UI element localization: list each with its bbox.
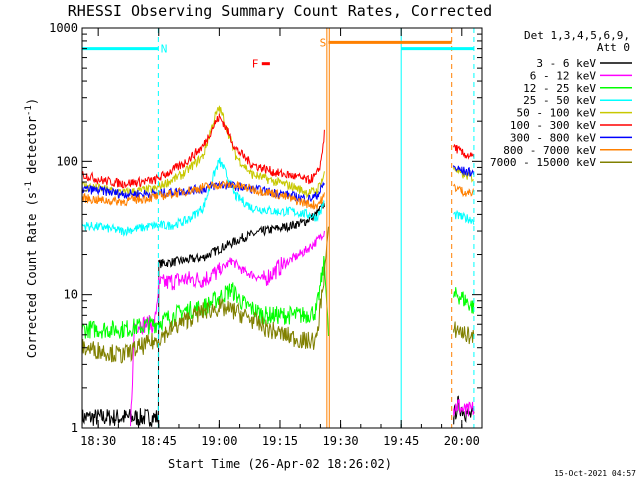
x-tick-label-6: 20:00 (444, 434, 480, 448)
y-axis-label-mid: detector (25, 116, 39, 181)
y-axis-label-end: ) (25, 98, 39, 105)
x-tick-label-2: 19:00 (201, 434, 237, 448)
x-tick-label-0: 18:30 (80, 434, 116, 448)
legend-header-0: Det 1,3,4,5,6,9, (524, 29, 630, 42)
legend-label-2: 12 - 25 keV (523, 82, 596, 95)
legend-label-3: 25 - 50 keV (523, 94, 596, 107)
x-tick-label-5: 19:45 (383, 434, 419, 448)
series-line-7 (81, 179, 475, 210)
y-tick-label-0: 1 (71, 421, 78, 435)
series-line-1 (130, 230, 475, 427)
legend-label-4: 50 - 100 keV (517, 107, 597, 120)
flag-label-0: N (161, 43, 168, 56)
footer-timestamp: 15-Oct-2021 04:57 (554, 469, 636, 478)
flag-label-2: S (320, 36, 327, 49)
x-tick-label-4: 19:30 (323, 434, 359, 448)
y-axis: 1 10 100 1000 (49, 21, 482, 435)
y-tick-label-1: 10 (64, 288, 78, 302)
series-line-2 (81, 255, 475, 339)
flag-label-3: F (252, 58, 259, 71)
y-axis-label-sup1: -1 (24, 181, 34, 192)
chart-title: RHESSI Observing Summary Count Rates, Co… (68, 2, 492, 20)
x-axis-label: Start Time (26-Apr-02 18:26:02) (168, 457, 392, 471)
legend-label-5: 100 - 300 keV (510, 119, 596, 132)
legend-label-7: 800 - 7000 keV (503, 144, 596, 157)
x-tick-label-1: 18:45 (141, 434, 177, 448)
series-line-3 (81, 157, 475, 237)
legend-label-8: 7000 - 15000 keV (490, 156, 596, 169)
y-axis-label: Corrected Count Rate (s-1 detector-1) (24, 98, 39, 358)
y-axis-label-main: Corrected Count Rate (s (25, 192, 39, 358)
legend-header-1: Att 0 (597, 41, 630, 54)
series-line-8 (81, 226, 475, 364)
plot-frame (81, 27, 483, 429)
y-tick-label-2: 100 (56, 154, 78, 168)
x-axis: 18:30 18:45 19:00 19:15 19:30 19:45 20:00 (80, 28, 483, 448)
series-line-5 (81, 113, 475, 189)
legend-label-6: 300 - 800 keV (510, 131, 596, 144)
legend-label-1: 6 - 12 keV (530, 69, 597, 82)
legend-label-0: 3 - 6 keV (536, 57, 596, 70)
y-axis-label-sup2: -1 (24, 105, 34, 116)
x-tick-label-3: 19:15 (262, 434, 298, 448)
y-tick-label-3: 1000 (49, 21, 78, 35)
series-line-0 (81, 202, 475, 427)
plot-area: N S F (81, 28, 475, 428)
